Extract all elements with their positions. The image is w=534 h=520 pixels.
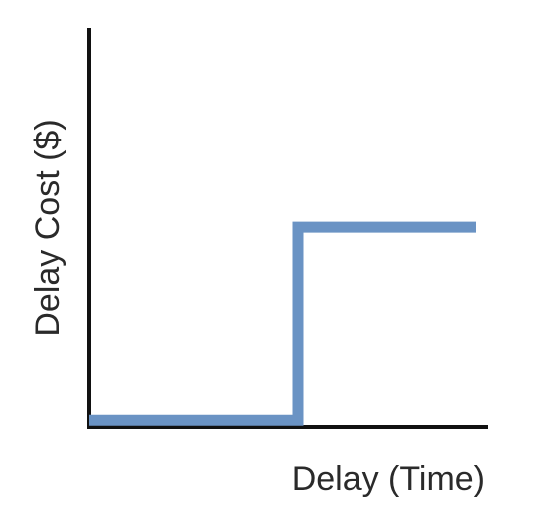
y-axis-title: Delay Cost ($) — [29, 119, 67, 336]
x-axis-title: Delay (Time) — [292, 460, 485, 498]
plot-area — [87, 28, 488, 429]
delay-cost-step-line — [89, 221, 476, 426]
